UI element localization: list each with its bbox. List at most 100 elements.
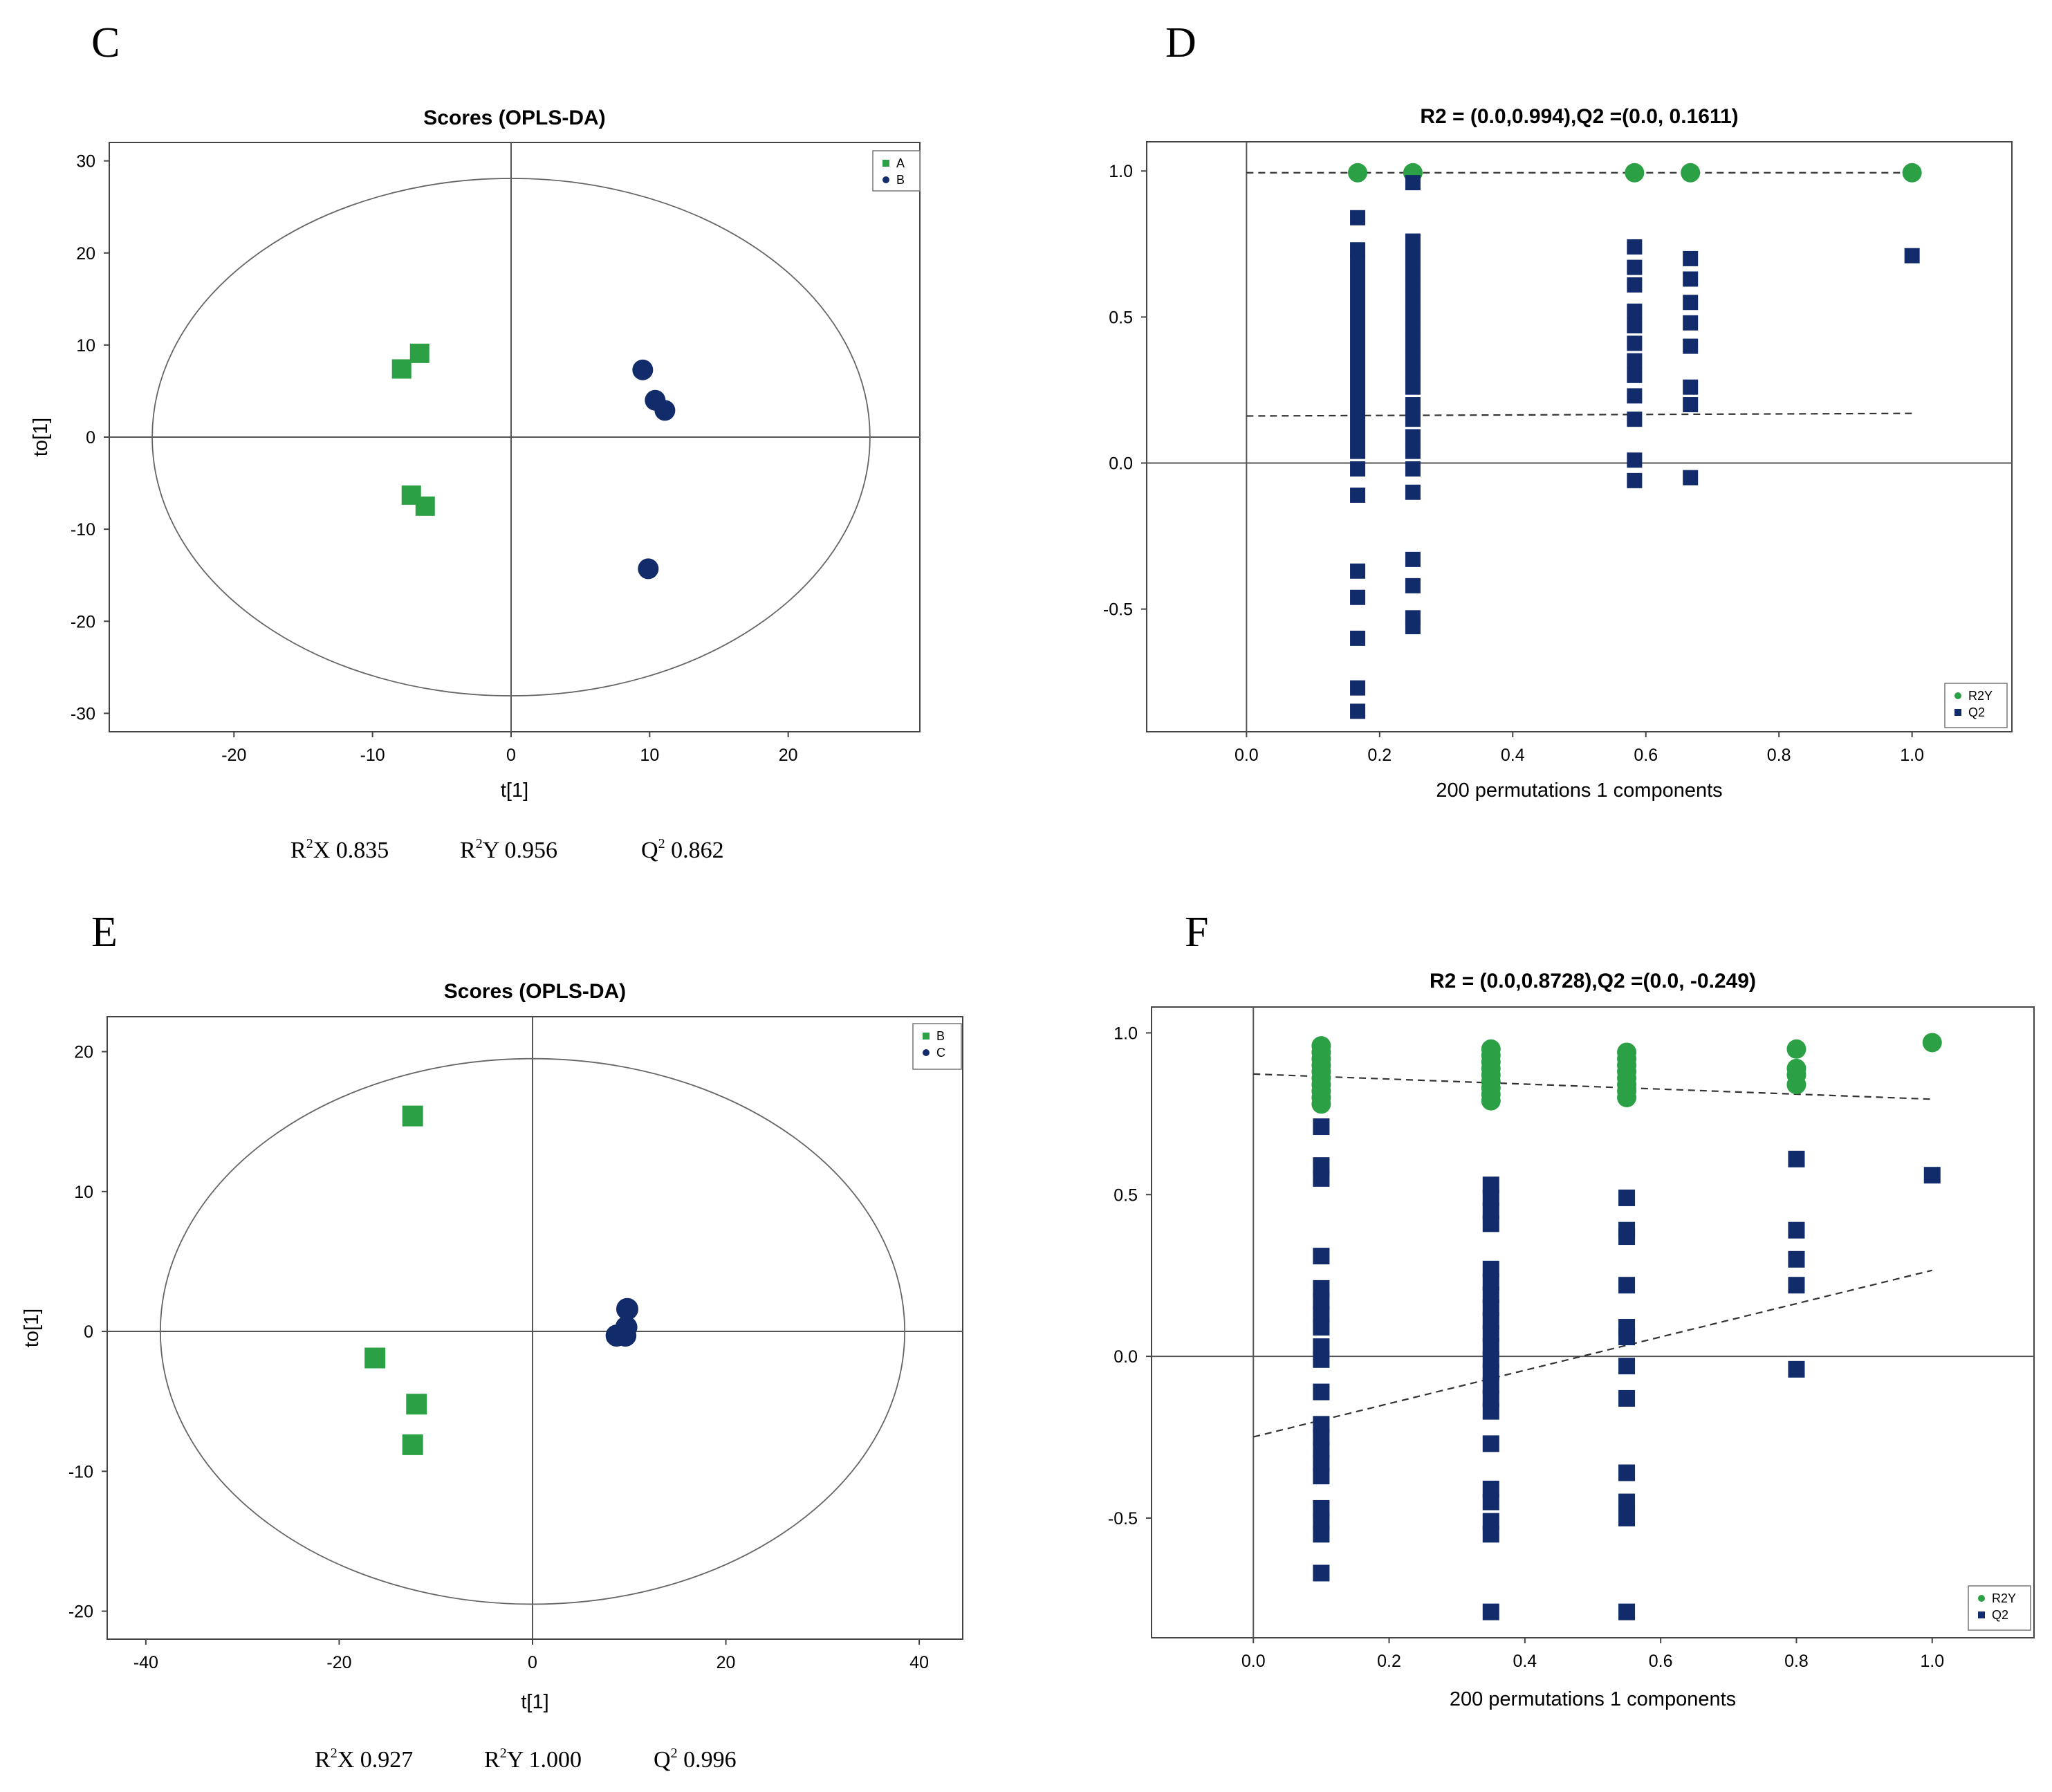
chart1-point-q2 [1627, 452, 1643, 468]
chart1-point-q2 [1405, 429, 1421, 445]
chart3-x-tick-label: 0.6 [1649, 1652, 1673, 1671]
panel-letter-e: E [91, 909, 118, 956]
stat-e-r2x: R2X 0.927 [315, 1746, 413, 1773]
chart2-point-b [406, 1394, 427, 1415]
chart3-point-r2y [1786, 1039, 1806, 1059]
chart1-point-q2 [1683, 379, 1699, 395]
chart0-hotelling-ellipse [151, 178, 871, 696]
chart3-y-tick-label: 1.0 [1113, 1024, 1138, 1043]
chart3-point-q2 [1313, 1118, 1330, 1136]
chart0-point-a [409, 343, 429, 363]
chart1-point-q2 [1627, 318, 1643, 334]
chart2-y-tick-label: 10 [74, 1183, 93, 1202]
chart0-point-a [391, 359, 412, 379]
chart1-x-tick-label: 0.0 [1235, 746, 1259, 765]
chart1-point-q2 [1350, 461, 1366, 477]
chart1-x-axis-label: 200 permutations 1 components [1436, 779, 1722, 802]
chart2-legend: BC [912, 1023, 962, 1070]
chart2-legend-label-c: C [936, 1046, 945, 1060]
chart3-point-q2 [1482, 1215, 1499, 1232]
chart3-point-q2 [1618, 1493, 1636, 1511]
chart1-point-q2 [1405, 379, 1421, 395]
chart3-point-r2y [1481, 1091, 1501, 1111]
chart1-point-q2 [1350, 268, 1366, 284]
chart1-point-q2 [1405, 262, 1421, 278]
chart2-plot-frame [107, 1016, 963, 1640]
chart0-legend-box [872, 150, 921, 192]
chart1-x-tick-label: 0.2 [1367, 746, 1392, 765]
chart1-point-r2y [1625, 163, 1645, 183]
stat-c-r2x: R2X 0.835 [290, 836, 389, 863]
chart1-point-q2 [1350, 254, 1366, 270]
chart1-point-q2 [1683, 470, 1699, 486]
chart-d-permutation: 0.0 0.2 0.4 0.6 0.8 1.0 -0.5 0.0 0.5 1.0 R2 = (0.0… [1103, 105, 2013, 802]
chart1-point-q2 [1350, 703, 1366, 719]
chart1-point-q2 [1350, 242, 1366, 258]
chart3-point-q2 [1313, 1526, 1330, 1543]
chart1-point-q2 [1405, 397, 1421, 413]
chart2-y-tick-label: 20 [74, 1043, 93, 1062]
chart1-point-q2 [1405, 306, 1421, 322]
chart1-point-q2 [1627, 259, 1643, 275]
chart3-legend-label-q2: Q2 [1992, 1608, 2008, 1622]
chart3-point-q2 [1313, 1248, 1330, 1265]
chart0-y-tick-label: 20 [76, 244, 95, 264]
chart3-legend-marker-q2 [1978, 1611, 1985, 1618]
chart1-plot-frame [1146, 141, 2013, 732]
chart2-legend-marker-c [923, 1049, 930, 1056]
chart2-point-b [402, 1434, 423, 1455]
chart3-point-q2 [1313, 1319, 1330, 1336]
chart3-plot-frame [1151, 1006, 2035, 1638]
chart1-point-q2 [1405, 248, 1421, 264]
chart2-legend-label-b: B [936, 1029, 945, 1043]
chart1-point-q2 [1405, 461, 1421, 477]
stat-e-q2: Q2 0.996 [654, 1746, 737, 1773]
chart1-legend-box [1944, 683, 2008, 728]
chart1-point-q2 [1350, 487, 1366, 503]
chart1-point-q2 [1627, 335, 1643, 351]
chart1-point-q2 [1405, 618, 1421, 634]
chart3-point-q2 [1482, 1435, 1499, 1452]
chart3-point-q2 [1618, 1189, 1636, 1206]
chart3-point-q2 [1313, 1383, 1330, 1401]
chart1-point-q2 [1350, 680, 1366, 696]
panel-letter-c: C [91, 19, 120, 66]
chart0-legend-label-a: A [896, 156, 905, 170]
chart1-point-q2 [1627, 239, 1643, 255]
chart1-y-tick-label: 0.5 [1109, 308, 1133, 327]
chart0-x-tick-label: -10 [360, 746, 385, 765]
chart1-point-q2 [1350, 630, 1366, 646]
chart2-title: Scores (OPLS-DA) [444, 980, 626, 1003]
chart1-point-q2 [1350, 283, 1366, 299]
chart0-x-tick-label: 10 [640, 746, 659, 765]
chart3-point-q2 [1788, 1150, 1805, 1167]
chart-f-permutation: 0.0 0.2 0.4 0.6 0.8 1.0 -0.5 0.0 0.5 1.0 R2 = (0.0… [1108, 970, 2035, 1710]
chart1-point-q2 [1350, 355, 1366, 371]
chart1-point-q2 [1683, 250, 1699, 266]
chart3-x-tick-label: 1.0 [1920, 1652, 1944, 1671]
chart1-point-q2 [1405, 412, 1421, 427]
chart3-point-q2 [1618, 1509, 1636, 1526]
chart1-point-q2 [1683, 397, 1699, 413]
chart1-point-q2 [1405, 292, 1421, 308]
chart1-y-tick-label: 0.0 [1109, 454, 1133, 474]
chart1-y-tick-label: -0.5 [1103, 600, 1133, 620]
chart1-point-q2 [1627, 303, 1643, 319]
chart1-point-q2 [1405, 578, 1421, 593]
chart-e-scores: -40 -20 0 20 40 -20 -10 0 10 20 Scores (OPLS-DA) t[… [21, 980, 963, 1713]
chart3-x-tick-label: 0.2 [1377, 1652, 1401, 1671]
chart1-legend-marker-r2y [1954, 692, 1961, 699]
chart2-point-b [364, 1347, 386, 1369]
chart1-point-q2 [1350, 589, 1366, 605]
chart0-point-a [415, 496, 435, 516]
chart2-x-tick-label: -20 [326, 1653, 351, 1672]
chart0-legend: AB [872, 150, 921, 192]
stat-e-r2y: R2Y 1.000 [484, 1746, 582, 1773]
chart1-point-q2 [1405, 321, 1421, 337]
chart1-point-q2 [1683, 295, 1699, 311]
chart3-point-q2 [1482, 1493, 1499, 1511]
chart3-point-q2 [1923, 1167, 1941, 1184]
chart1-x-tick-label: 0.4 [1501, 746, 1525, 765]
chart0-y-tick-label: -30 [71, 704, 95, 723]
